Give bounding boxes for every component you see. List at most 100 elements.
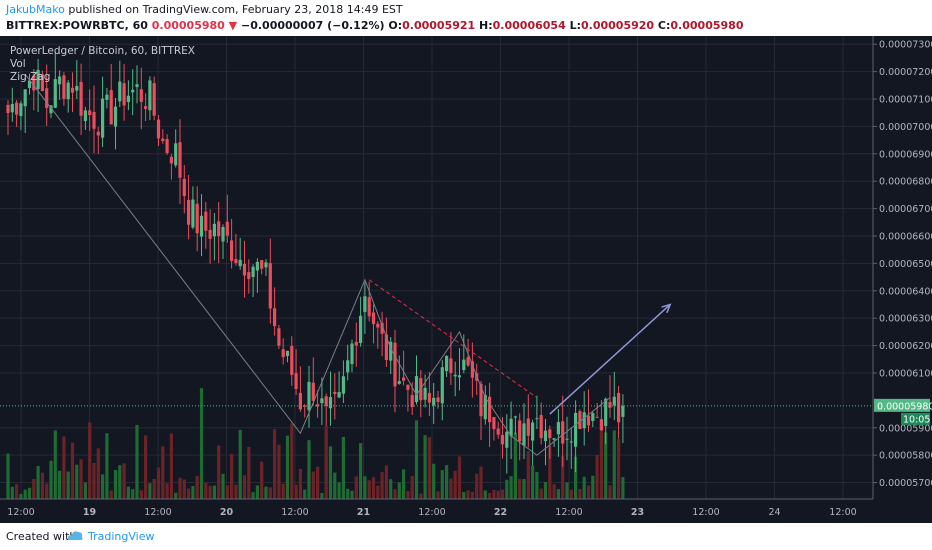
candle-body — [440, 367, 444, 404]
volume-bar — [500, 489, 505, 499]
candle-body — [432, 397, 436, 406]
last-price: 0.00005980 — [151, 19, 225, 32]
y-tick-label: 0.00006600 — [879, 231, 932, 242]
volume-bar — [440, 470, 444, 499]
candle-body — [23, 89, 27, 107]
candle-body — [350, 343, 354, 365]
volume-bar — [445, 465, 449, 499]
candle-body — [586, 415, 591, 426]
volume-bar — [156, 467, 161, 499]
low-label: L: — [569, 19, 581, 32]
candle-body — [92, 112, 96, 129]
volume-bar — [273, 429, 277, 499]
candle-body — [40, 74, 44, 92]
volume-bar — [27, 487, 32, 499]
high-label: H: — [479, 19, 493, 32]
candle-body — [199, 215, 204, 237]
price-chart[interactable]: 0.00007300 0.00007200 0.00007100 0.00007000… — [0, 36, 932, 523]
candle-body — [384, 334, 388, 361]
volume-bar — [182, 479, 186, 499]
candle-body — [45, 88, 49, 108]
volume-bar — [488, 492, 492, 499]
volume-bar — [281, 483, 285, 499]
candle-body — [608, 401, 612, 408]
volume-bar — [569, 489, 573, 499]
y-tick-label: 0.00006200 — [879, 341, 932, 352]
volume-bar — [75, 464, 79, 499]
volume-bar — [397, 482, 401, 499]
volume-bar — [328, 446, 333, 499]
created-with-text: Created with — [6, 530, 77, 543]
candle-body — [152, 83, 156, 116]
volume-bar — [251, 492, 255, 499]
legend-title: PowerLedger / Bitcoin, 60, BITTREX — [10, 45, 195, 57]
candle-body — [298, 392, 302, 410]
published-text: published on TradingView.com, February 2… — [68, 3, 403, 16]
author-link[interactable]: JakubMako — [6, 3, 65, 16]
candle-body — [126, 95, 130, 103]
candle-body — [187, 199, 191, 225]
tradingview-link[interactable]: TradingView — [88, 530, 155, 543]
overlays — [0, 74, 873, 456]
candle-body — [423, 387, 427, 400]
volume-bar — [298, 468, 302, 499]
y-tick-label: 0.00006800 — [879, 177, 932, 188]
zigzag-line — [24, 74, 611, 456]
y-tick-label: 0.00006400 — [879, 286, 932, 297]
volume-bar — [49, 460, 53, 499]
candle-body — [75, 86, 79, 91]
candle-body — [118, 81, 122, 102]
legend-zigzag[interactable]: Zig Zag — [10, 71, 51, 83]
volume-bar — [113, 470, 118, 499]
candle-body — [513, 416, 517, 418]
x-tick-label: 12:00 — [555, 507, 582, 518]
volume-bar — [307, 440, 311, 499]
candle-body — [131, 89, 135, 93]
x-tick-label: 22 — [494, 507, 507, 518]
candle-body — [19, 103, 23, 116]
legend-volume[interactable]: Vol — [10, 58, 26, 70]
candle-body — [389, 341, 393, 361]
candle-body — [578, 411, 582, 430]
candle-body — [161, 138, 165, 142]
volume-bar — [187, 488, 191, 499]
candle-body — [561, 421, 565, 444]
volume-bar — [457, 456, 462, 499]
volume-bar — [531, 465, 535, 499]
candle-body — [49, 105, 53, 114]
volume-bar — [599, 420, 603, 499]
candle-body — [58, 76, 62, 85]
volume-bar — [393, 489, 397, 499]
x-tick-label: 12:00 — [281, 507, 308, 518]
volume-bar — [131, 489, 135, 499]
volume-bar — [586, 485, 591, 499]
volume-bar — [423, 435, 427, 499]
candle-body — [79, 81, 83, 116]
projection-arrowhead — [661, 303, 672, 314]
volume-bar — [268, 487, 272, 499]
candle-body — [462, 359, 466, 371]
candle-body — [393, 342, 397, 387]
volume-bar — [255, 485, 259, 499]
candle-body — [539, 415, 543, 439]
volume-bar — [346, 488, 350, 499]
volume-bars — [6, 388, 625, 499]
chart-canvas[interactable]: 0.00007300 0.00007200 0.00007100 0.00007000… — [0, 36, 932, 523]
volume-bar — [221, 473, 225, 499]
candle-body — [599, 419, 603, 431]
volume-bar — [83, 482, 87, 499]
y-tick-label: 0.00006700 — [879, 204, 932, 215]
volume-bar — [122, 463, 126, 499]
y-tick-label: 0.00007300 — [879, 40, 932, 51]
volume-bar — [294, 484, 298, 499]
volume-bar — [427, 437, 431, 499]
volume-bar — [518, 478, 522, 499]
y-tick-label: 0.00005800 — [879, 451, 932, 462]
candle-body — [337, 392, 341, 398]
candle-body — [204, 211, 208, 231]
volume-bar — [371, 477, 376, 499]
current-price-label: 0.00005980 — [877, 401, 932, 412]
volume-bar — [92, 462, 96, 499]
volume-bar — [23, 489, 27, 499]
candle-body — [371, 312, 376, 325]
